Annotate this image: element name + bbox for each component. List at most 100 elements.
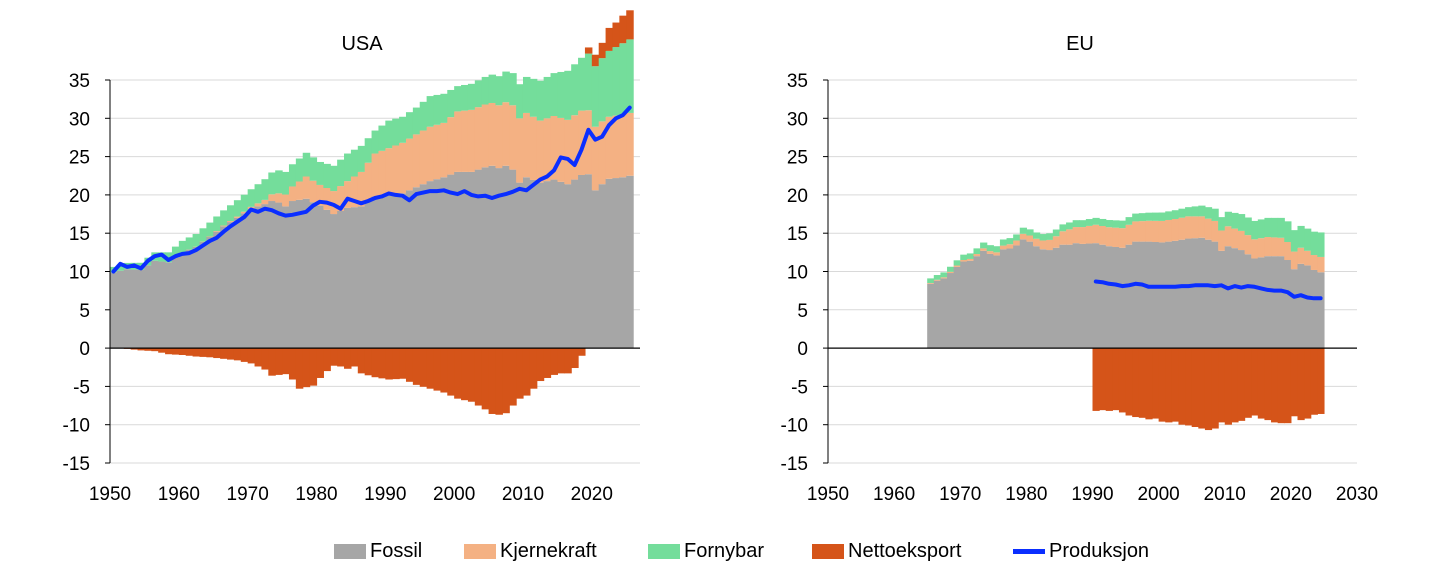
bar-fossil (999, 249, 1008, 349)
bar-netexport-negative (144, 348, 152, 351)
bar-netexport-negative (522, 348, 531, 396)
bar-fossil (1006, 248, 1014, 349)
bar-nuclear (220, 225, 228, 227)
bar-netexport-negative (1297, 348, 1305, 421)
legend-line-production (1013, 548, 1045, 554)
bar-nuclear (1178, 217, 1186, 240)
bar-renewable (1019, 227, 1027, 234)
bar-nuclear (213, 231, 221, 232)
bar-fossil (1257, 257, 1266, 349)
bar-nuclear (993, 252, 1001, 256)
bar-renewable (509, 73, 517, 106)
x-tick-label: 2030 (1336, 484, 1378, 505)
bar-renewable (999, 239, 1008, 246)
legend-swatch-fossil (334, 543, 366, 559)
bar-nuclear (557, 117, 565, 182)
bar-fossil (571, 179, 579, 349)
bar-renewable (1052, 229, 1061, 237)
bar-nuclear (1171, 219, 1180, 241)
bar-fossil (385, 194, 393, 349)
bar-fossil (454, 171, 462, 349)
y-tick-label: -5 (791, 377, 808, 398)
bar-fossil (536, 182, 545, 349)
x-tick-label: 2020 (571, 484, 613, 505)
bar-nuclear (1204, 218, 1213, 240)
bar-fossil (467, 171, 476, 349)
x-tick-label: 1960 (158, 484, 200, 505)
y-tick-label: -10 (63, 416, 90, 437)
bar-netexport-negative (165, 348, 173, 355)
x-tick-label: 2010 (502, 484, 544, 505)
bar-fossil (440, 177, 448, 349)
bar-fossil (1099, 244, 1107, 349)
bar-netexport-negative (158, 348, 166, 353)
bar-netexport-negative (412, 348, 421, 385)
bar-fossil (543, 181, 552, 349)
bar-renewable (350, 149, 359, 177)
bar-netexport-negative (1251, 348, 1259, 416)
bar-fossil (151, 260, 159, 349)
bar-nuclear (227, 221, 235, 223)
bar-fossil (1085, 243, 1094, 349)
bar-renewable (247, 189, 256, 207)
bar-fossil (584, 174, 593, 349)
bar-nuclear (1046, 239, 1054, 251)
bar-renewable (1032, 232, 1041, 239)
stacked-bars (110, 10, 634, 415)
legend-swatch-renewable (648, 543, 680, 559)
bar-fossil (1211, 241, 1219, 349)
bar-netexport-negative (295, 348, 304, 389)
bar-netexport-negative (247, 348, 256, 364)
bar-fossil (1026, 241, 1034, 349)
bar-renewable (1297, 225, 1305, 248)
bar-nuclear (447, 117, 455, 175)
bar-fossil (1290, 269, 1299, 349)
bar-renewable (1152, 212, 1160, 221)
bar-renewable (933, 275, 942, 280)
bar-nuclear (481, 104, 490, 168)
bar-nuclear (1271, 237, 1279, 257)
bar-fossil (1013, 245, 1021, 349)
bar-fossil (165, 262, 173, 349)
bar-fossil (309, 202, 318, 349)
bar-fossil (1191, 238, 1199, 349)
chart-panel-usa: USA 35 30 25 20 15 10 5 0 -5 -10 -15 1950 1960 1970 198… (63, 10, 640, 505)
bar-nuclear (1290, 251, 1299, 270)
bar-nuclear (1079, 227, 1087, 244)
bar-renewable (536, 80, 545, 121)
bar-nuclear (1237, 230, 1246, 251)
bar-netexport-negative (426, 348, 435, 389)
bar-nuclear (461, 110, 469, 172)
bar-nuclear (1257, 238, 1266, 258)
bar-renewable (973, 248, 981, 255)
bar-renewable (619, 43, 627, 115)
y-tick-label: 10 (787, 263, 808, 284)
bar-renewable (1231, 212, 1239, 229)
bar-fossil (1118, 247, 1127, 349)
bar-nuclear (467, 109, 476, 172)
bar-renewable (1290, 230, 1299, 252)
bar-netexport-negative (1284, 348, 1292, 424)
bar-renewable (171, 246, 180, 258)
bar-nuclear (543, 118, 552, 182)
bar-nuclear (1145, 220, 1153, 242)
bar-fossil (481, 167, 490, 349)
bar-fossil (130, 269, 139, 349)
bar-renewable (1218, 217, 1226, 231)
bar-renewable (316, 161, 324, 185)
y-tick-label: 0 (79, 339, 90, 360)
bar-nuclear (973, 254, 981, 257)
y-tick-label: 30 (787, 109, 808, 130)
legend-swatch-nuclear (464, 543, 496, 559)
bar-renewable (940, 272, 948, 278)
y-tick-label: 35 (69, 71, 90, 92)
x-tick-label: 1950 (807, 484, 849, 505)
bar-netexport-negative (1304, 348, 1312, 419)
bar-renewable (1145, 212, 1153, 221)
bar-renewable (206, 222, 214, 237)
bar-netexport-negative (1138, 348, 1146, 418)
legend-swatch-netexport (812, 543, 844, 559)
x-tick-label: 1970 (227, 484, 269, 505)
bar-nuclear (1125, 224, 1133, 245)
